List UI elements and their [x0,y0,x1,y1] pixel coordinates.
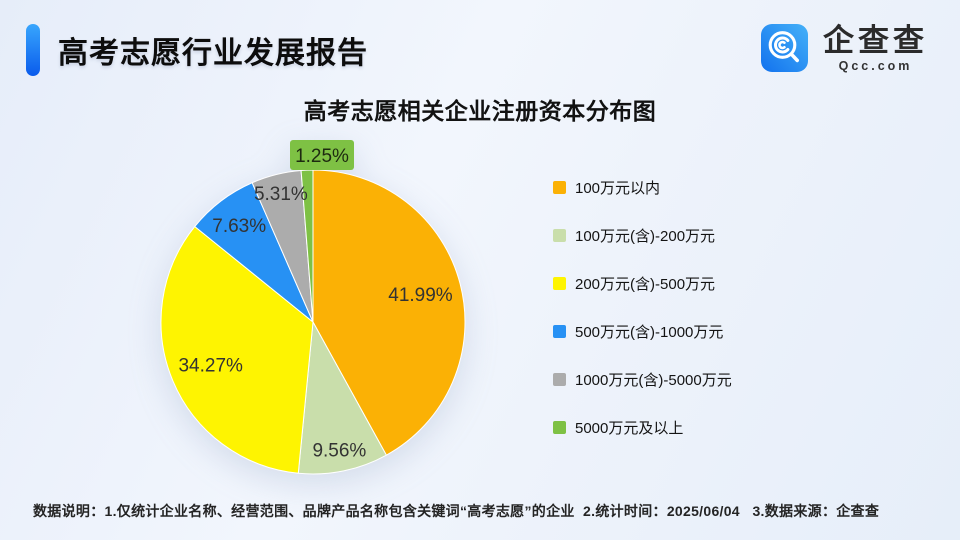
qcc-logo-name: 企查查 [823,23,928,58]
legend-swatch-2 [553,276,566,290]
legend-swatch-3 [553,324,566,338]
qcc-logo: 企查查 Qcc.com [761,24,928,73]
legend-swatch-5 [553,420,566,434]
title-accent-bar [26,24,40,76]
legend-item-1: 100万元(含)-200万元 [553,211,732,259]
legend-swatch-1 [553,228,566,242]
pie-label-1: 9.56% [312,441,366,462]
legend-item-3: 500万元(含)-1000万元 [553,307,732,355]
pie-callout-label: 1.25% [295,146,349,167]
chart-legend: 100万元以内 100万元(含)-200万元 200万元(含)-500万元 500万元… [553,163,732,451]
legend-item-4: 1000万元(含)-5000万元 [553,355,732,403]
legend-label-5: 5000万元及以上 [575,419,684,437]
pie-callout-box [290,140,354,170]
legend-label-3: 500万元(含)-1000万元 [575,323,724,341]
pie-label-2: 34.27% [178,355,243,376]
legend-swatch-4 [553,372,566,386]
pie-label-3: 7.63% [212,216,266,237]
legend-item-0: 100万元以内 [553,163,732,211]
pie-label-0: 41.99% [388,285,453,306]
pie-label-4: 5.31% [254,184,308,205]
legend-swatch-0 [553,180,566,194]
data-notes: 数据说明：1.仅统计企业名称、经营范围、品牌产品名称包含关键词“高考志愿”的企业… [33,503,880,519]
legend-label-2: 200万元(含)-500万元 [575,275,716,293]
legend-label-4: 1000万元(含)-5000万元 [575,371,732,389]
legend-item-2: 200万元(含)-500万元 [553,259,732,307]
pie-slice-0 [312,169,466,456]
legend-item-5: 5000万元及以上 [553,403,732,451]
qcc-logo-text: 企查查 Qcc.com [823,24,928,73]
legend-label-0: 100万元以内 [575,179,661,197]
report-header: 高考志愿行业发展报告 企查查 Qcc.com [0,0,960,90]
pie-slice-2 [160,226,314,474]
qcc-logo-domain: Qcc.com [838,59,913,73]
pie-slice-1 [297,321,387,475]
chart-title: 高考志愿相关企业注册资本分布图 [303,98,657,124]
pie-chart: 41.99% 9.56% 34.27% 7.63% 5.31% 1.25% [160,140,466,475]
qcc-magnifier-icon [761,24,808,72]
legend-label-1: 100万元(含)-200万元 [575,227,716,245]
page-title: 高考志愿行业发展报告 [58,37,368,70]
